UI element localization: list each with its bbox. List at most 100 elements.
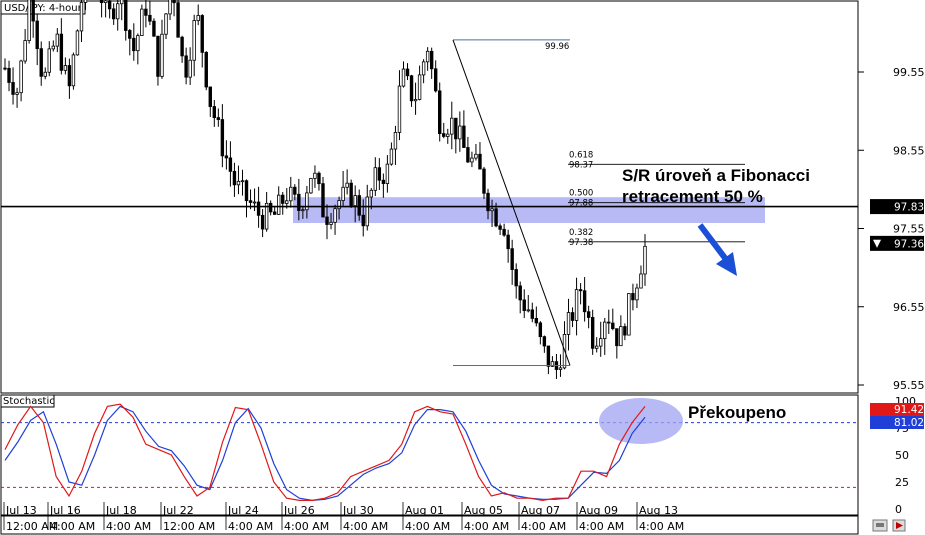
candle bbox=[236, 165, 241, 195]
candle bbox=[309, 177, 313, 194]
candle bbox=[321, 176, 325, 218]
candle bbox=[578, 283, 583, 305]
candle bbox=[526, 294, 530, 313]
candle bbox=[466, 136, 470, 164]
candle bbox=[510, 239, 514, 285]
candle bbox=[188, 47, 192, 85]
date-tick: Jul 16 bbox=[49, 504, 81, 517]
candle bbox=[454, 117, 458, 154]
candle bbox=[623, 323, 627, 341]
candles bbox=[3, 0, 647, 379]
candle bbox=[502, 223, 506, 237]
svg-text:97.83: 97.83 bbox=[894, 202, 924, 214]
candle bbox=[59, 18, 64, 75]
down-arrow-icon bbox=[697, 223, 737, 276]
candle bbox=[570, 307, 575, 328]
x-axis-strip bbox=[0, 515, 859, 535]
candle bbox=[281, 192, 285, 215]
candle bbox=[148, 0, 152, 26]
candle bbox=[184, 47, 188, 85]
candle bbox=[55, 28, 60, 53]
time-tick: 4:00 AM bbox=[50, 520, 95, 533]
candle bbox=[341, 170, 345, 208]
candle bbox=[377, 158, 382, 190]
svg-text:97.36: 97.36 bbox=[894, 238, 924, 250]
candle bbox=[208, 86, 212, 117]
candle bbox=[305, 185, 309, 219]
candle bbox=[15, 87, 19, 108]
candle bbox=[627, 293, 631, 336]
date-tick: Aug 07 bbox=[521, 504, 560, 517]
price-tick: 98.55 bbox=[893, 144, 925, 157]
stochastic-d-box: 81.02 bbox=[870, 416, 924, 429]
candle bbox=[11, 67, 15, 105]
candle bbox=[240, 169, 245, 196]
candle bbox=[498, 223, 502, 235]
candle bbox=[566, 298, 571, 351]
overbought-highlight bbox=[599, 398, 683, 444]
candle bbox=[268, 200, 273, 216]
stochastic-d-line bbox=[4, 405, 646, 502]
candle bbox=[329, 213, 333, 230]
candle bbox=[99, 0, 104, 18]
candle bbox=[357, 189, 361, 221]
candle bbox=[582, 277, 587, 322]
price-tick: 97.55 bbox=[893, 223, 925, 236]
candle bbox=[313, 165, 317, 188]
candle bbox=[244, 179, 249, 218]
candle bbox=[546, 345, 551, 375]
time-tick: 12:00 AM bbox=[6, 520, 58, 533]
candle bbox=[7, 60, 11, 92]
candle bbox=[389, 142, 394, 166]
time-tick: 4:00 AM bbox=[343, 520, 388, 533]
candle bbox=[538, 321, 543, 345]
candle bbox=[635, 283, 639, 309]
candle bbox=[369, 188, 373, 210]
price-tick: 95.55 bbox=[893, 379, 925, 392]
candle bbox=[297, 178, 301, 221]
candle bbox=[478, 142, 482, 170]
candle bbox=[373, 157, 378, 197]
date-tick: Jul 22 bbox=[162, 504, 194, 517]
date-tick: Jul 18 bbox=[105, 504, 137, 517]
candle bbox=[482, 166, 486, 199]
candle bbox=[160, 19, 164, 79]
date-tick: Jul 26 bbox=[283, 504, 315, 517]
annotation-sr-fibonacci: S/R úroveň a Fibonacci bbox=[622, 166, 810, 185]
date-tick: Jul 24 bbox=[227, 504, 259, 517]
candle bbox=[429, 47, 434, 79]
candle bbox=[393, 125, 398, 165]
candle bbox=[180, 35, 184, 63]
scroll-right-icon[interactable] bbox=[892, 519, 906, 532]
candle bbox=[438, 82, 442, 142]
candle bbox=[474, 144, 478, 161]
time-tick: 4:00 AM bbox=[106, 520, 151, 533]
candle bbox=[518, 281, 522, 314]
price-tick: 96.55 bbox=[893, 301, 925, 314]
candle bbox=[47, 41, 51, 77]
candle bbox=[337, 196, 341, 220]
chart-settings-icon[interactable] bbox=[872, 519, 888, 532]
stochastic-k-box: 91.42 bbox=[870, 403, 924, 416]
fib-high-label: 99.96 bbox=[545, 42, 569, 52]
candle bbox=[542, 335, 547, 353]
candle bbox=[365, 184, 369, 231]
candle bbox=[317, 171, 321, 191]
candle bbox=[136, 33, 140, 65]
date-tick: Aug 01 bbox=[405, 504, 444, 517]
candle bbox=[212, 100, 217, 127]
fib-price: 97.38 bbox=[569, 238, 593, 248]
candle bbox=[75, 29, 80, 56]
candle bbox=[132, 23, 136, 61]
candle bbox=[639, 265, 643, 289]
candle bbox=[619, 315, 623, 347]
stochastic-tick: 0 bbox=[895, 503, 902, 516]
candle bbox=[301, 206, 305, 219]
candle bbox=[514, 263, 518, 299]
candle bbox=[71, 52, 76, 90]
candle bbox=[590, 309, 595, 355]
